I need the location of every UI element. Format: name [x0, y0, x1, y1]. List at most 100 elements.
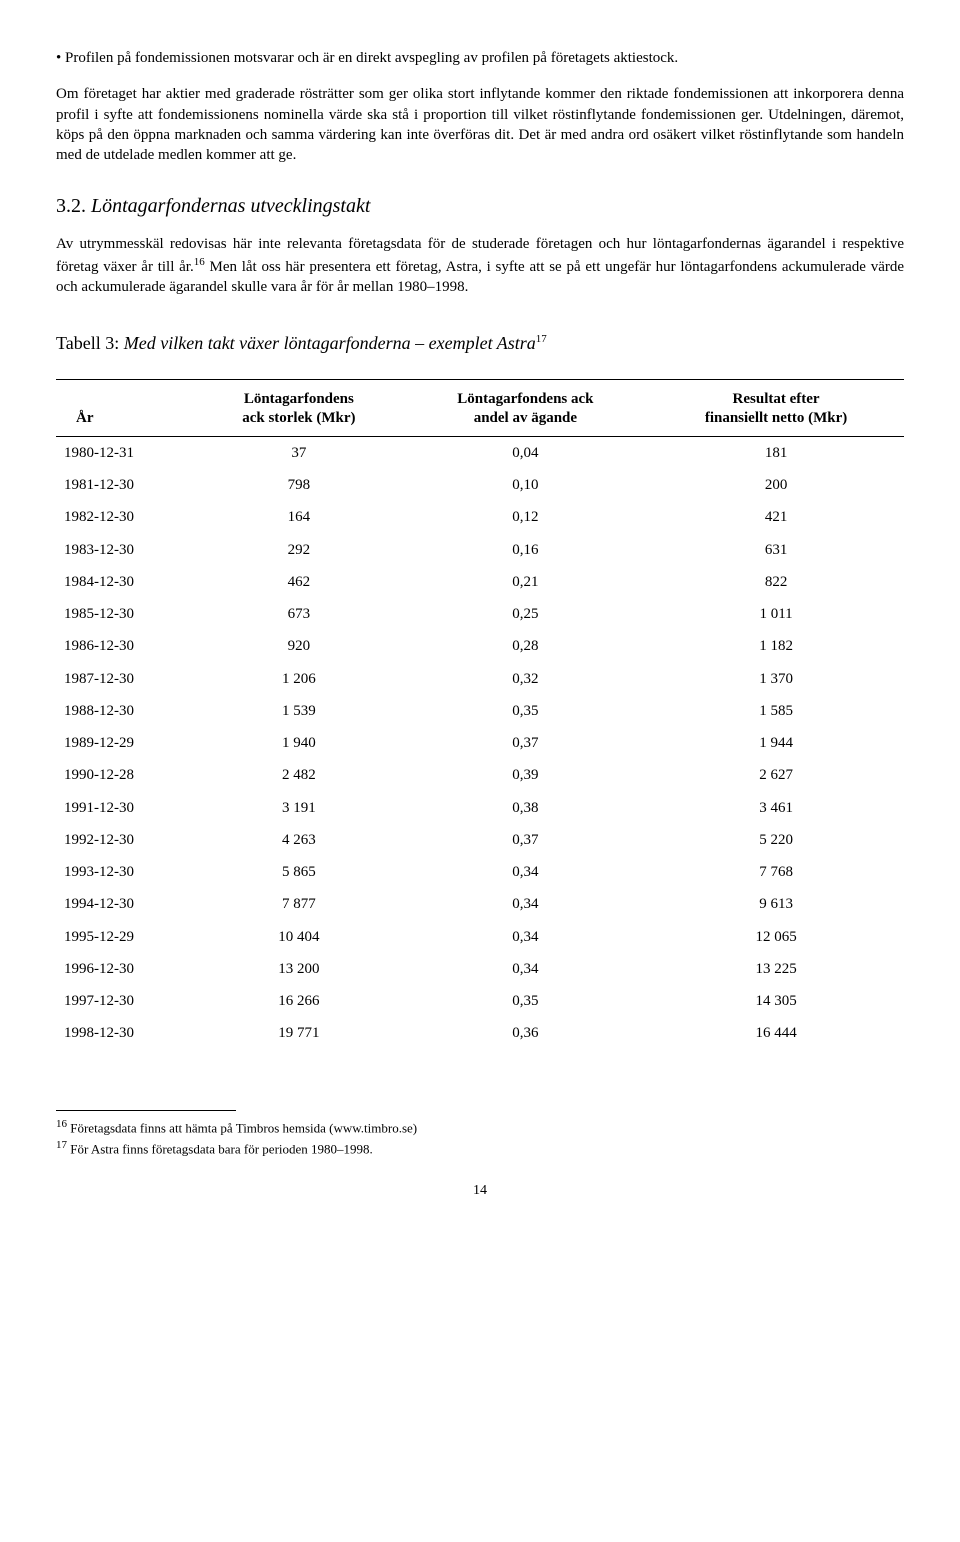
table-cell: 1985-12-30 — [56, 598, 195, 630]
col-header-result: Resultat efter finansiellt netto (Mkr) — [648, 380, 904, 437]
table-cell: 462 — [195, 566, 403, 598]
table-cell: 1 011 — [648, 598, 904, 630]
table-cell: 0,32 — [403, 663, 649, 695]
table-cell: 1997-12-30 — [56, 985, 195, 1017]
table-cell: 1 940 — [195, 727, 403, 759]
table-cell: 1983-12-30 — [56, 534, 195, 566]
table-cell: 1994-12-30 — [56, 888, 195, 920]
footnotes — [56, 1110, 236, 1115]
table-cell: 9 613 — [648, 888, 904, 920]
table-cell: 181 — [648, 436, 904, 469]
table-row: 1988-12-301 5390,351 585 — [56, 695, 904, 727]
table-cell: 1982-12-30 — [56, 501, 195, 533]
table-cell: 0,21 — [403, 566, 649, 598]
table-cell: 1 370 — [648, 663, 904, 695]
table-row: 1981-12-307980,10200 — [56, 469, 904, 501]
table-cell: 1981-12-30 — [56, 469, 195, 501]
table-row: 1984-12-304620,21822 — [56, 566, 904, 598]
table-cell: 3 461 — [648, 792, 904, 824]
table-cell: 0,10 — [403, 469, 649, 501]
table-prefix: Tabell 3: — [56, 333, 119, 353]
table-row: 1987-12-301 2060,321 370 — [56, 663, 904, 695]
table-cell: 0,35 — [403, 695, 649, 727]
footnote-ref-17: 17 — [536, 333, 547, 345]
section-title: Löntagarfondernas utvecklingstakt — [91, 195, 370, 217]
table-cell: 673 — [195, 598, 403, 630]
table-cell: 10 404 — [195, 921, 403, 953]
table-cell: 0,12 — [403, 501, 649, 533]
table-row: 1985-12-306730,251 011 — [56, 598, 904, 630]
fn17-text: För Astra finns företagsdata bara för pe… — [70, 1142, 373, 1157]
fn16-text: Företagsdata finns att hämta på Timbros … — [70, 1120, 417, 1135]
table-title: Tabell 3: Med vilken takt växer löntagar… — [56, 331, 904, 355]
data-table: År Löntagarfondens ack storlek (Mkr) Lön… — [56, 379, 904, 1049]
table-cell: 5 865 — [195, 856, 403, 888]
body-paragraph-2: Av utrymmesskäl redovisas här inte relev… — [56, 234, 904, 297]
table-cell: 0,04 — [403, 436, 649, 469]
table-cell: 0,37 — [403, 727, 649, 759]
table-cell: 2 627 — [648, 759, 904, 791]
table-cell: 37 — [195, 436, 403, 469]
table-cell: 1 182 — [648, 630, 904, 662]
table-row: 1992-12-304 2630,375 220 — [56, 824, 904, 856]
table-cell: 822 — [648, 566, 904, 598]
table-cell: 7 877 — [195, 888, 403, 920]
table-cell: 798 — [195, 469, 403, 501]
table-cell: 3 191 — [195, 792, 403, 824]
table-cell: 1990-12-28 — [56, 759, 195, 791]
bullet-text: Profilen på fondemissionen motsvarar och… — [65, 50, 678, 66]
section-heading: 3.2. Löntagarfondernas utvecklingstakt — [56, 193, 904, 220]
table-cell: 421 — [648, 501, 904, 533]
table-cell: 0,35 — [403, 985, 649, 1017]
body-paragraph-1: Om företaget har aktier med graderade rö… — [56, 84, 904, 165]
table-cell: 1987-12-30 — [56, 663, 195, 695]
table-row: 1980-12-31370,04181 — [56, 436, 904, 469]
table-cell: 13 225 — [648, 953, 904, 985]
table-header-row: År Löntagarfondens ack storlek (Mkr) Lön… — [56, 380, 904, 437]
table-cell: 1993-12-30 — [56, 856, 195, 888]
col-header-year: År — [56, 380, 195, 437]
footnote-17: 17 För Astra finns företagsdata bara för… — [56, 1138, 904, 1158]
table-cell: 1998-12-30 — [56, 1017, 195, 1049]
table-row: 1997-12-3016 2660,3514 305 — [56, 985, 904, 1017]
bullet-marker: • — [56, 50, 61, 66]
table-cell: 1 206 — [195, 663, 403, 695]
table-cell: 1995-12-29 — [56, 921, 195, 953]
table-cell: 631 — [648, 534, 904, 566]
table-row: 1991-12-303 1910,383 461 — [56, 792, 904, 824]
table-cell: 0,34 — [403, 856, 649, 888]
table-cell: 0,39 — [403, 759, 649, 791]
table-cell: 13 200 — [195, 953, 403, 985]
table-cell: 12 065 — [648, 921, 904, 953]
table-row: 1982-12-301640,12421 — [56, 501, 904, 533]
table-cell: 1 539 — [195, 695, 403, 727]
table-cell: 19 771 — [195, 1017, 403, 1049]
table-cell: 920 — [195, 630, 403, 662]
table-cell: 0,34 — [403, 953, 649, 985]
table-cell: 1984-12-30 — [56, 566, 195, 598]
table-cell: 16 266 — [195, 985, 403, 1017]
table-cell: 0,28 — [403, 630, 649, 662]
table-row: 1995-12-2910 4040,3412 065 — [56, 921, 904, 953]
table-row: 1996-12-3013 2000,3413 225 — [56, 953, 904, 985]
table-row: 1993-12-305 8650,347 768 — [56, 856, 904, 888]
table-row: 1990-12-282 4820,392 627 — [56, 759, 904, 791]
table-cell: 0,16 — [403, 534, 649, 566]
table-cell: 1986-12-30 — [56, 630, 195, 662]
table-cell: 0,38 — [403, 792, 649, 824]
fn17-num: 17 — [56, 1139, 67, 1151]
table-row: 1989-12-291 9400,371 944 — [56, 727, 904, 759]
fn16-num: 16 — [56, 1118, 67, 1130]
table-cell: 0,34 — [403, 921, 649, 953]
table-cell: 5 220 — [648, 824, 904, 856]
bullet-paragraph: • Profilen på fondemissionen motsvarar o… — [56, 48, 904, 68]
section-number: 3.2. — [56, 195, 86, 217]
table-cell: 0,36 — [403, 1017, 649, 1049]
table-cell: 1992-12-30 — [56, 824, 195, 856]
table-cell: 1996-12-30 — [56, 953, 195, 985]
table-cell: 164 — [195, 501, 403, 533]
table-cell: 1991-12-30 — [56, 792, 195, 824]
table-cell: 14 305 — [648, 985, 904, 1017]
table-row: 1986-12-309200,281 182 — [56, 630, 904, 662]
table-cell: 1 944 — [648, 727, 904, 759]
